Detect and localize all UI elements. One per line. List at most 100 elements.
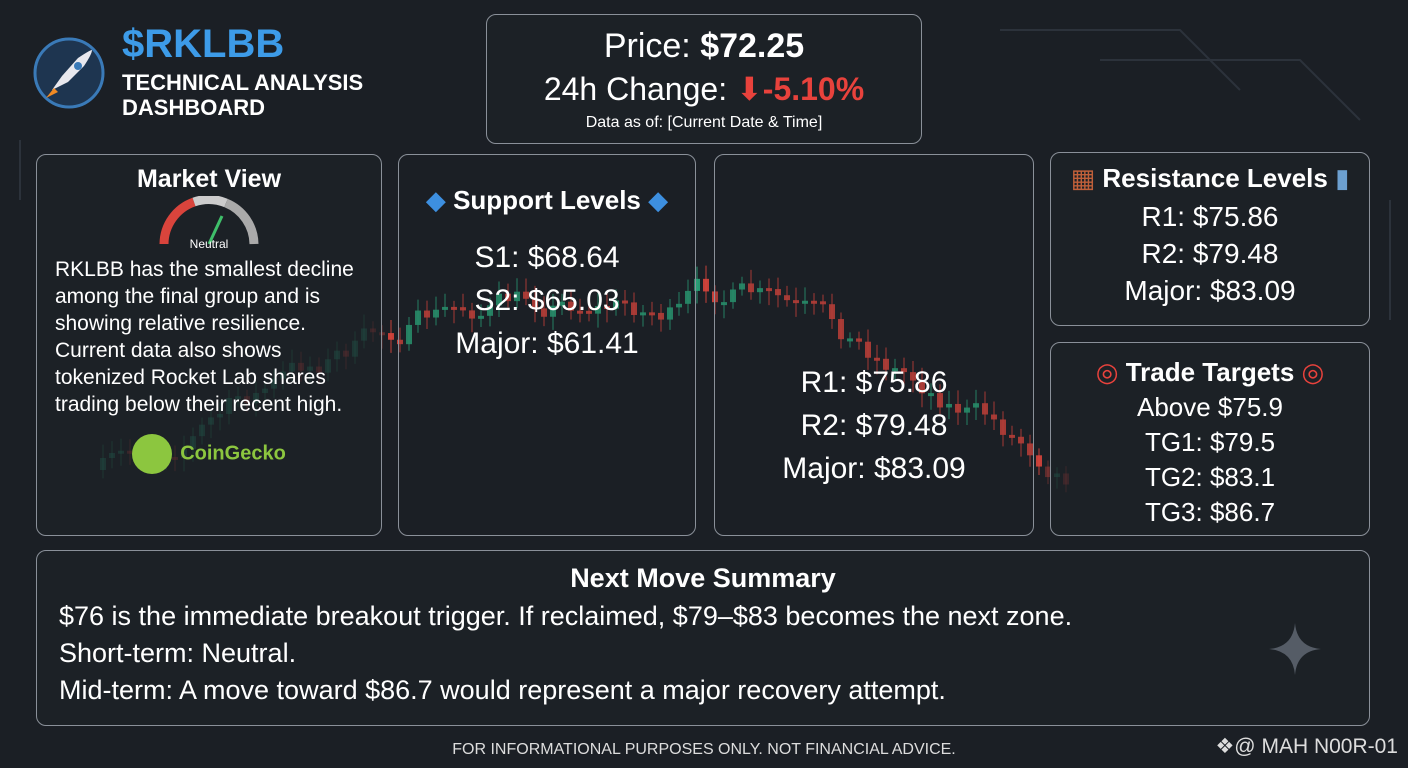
down-arrow: ⬇ [735,71,763,107]
candle-body [874,357,880,361]
candle-body [478,315,484,319]
candle-body [541,308,547,317]
candle-body [865,341,871,358]
chart-level: R1: $75.86 [800,366,948,399]
support-level: Major: $61.41 [455,327,639,360]
candle-body [505,293,511,302]
chart-panel: R1: $75.86 R2: $79.48 Major: $83.09 [714,154,1034,536]
candle-body [532,298,538,309]
target-item: Above $75.9 [1136,392,1283,422]
source: CoinGecko [37,434,381,474]
candle-body [604,305,610,309]
candle-body [757,288,763,293]
candle-body [406,324,412,345]
resistance-panel: ▦ Resistance Levels ▮ R1: $75.86 R2: $79.… [1050,152,1370,326]
candle-body [892,368,898,372]
candle-body [622,300,628,304]
resistance-level: Major: $83.09 [1124,275,1296,306]
as-of: Data as of: [Current Date & Time] [585,114,823,131]
market-text: RKLBB has the smallest decline among the… [55,258,354,416]
candle-body [721,302,727,306]
candle-body [775,289,781,296]
candle-body [973,403,979,408]
candle-body [838,319,844,340]
resistance-level: R1: $75.86 [1141,201,1279,232]
change-line: 24h Change: ⬇-5.10% [487,70,921,108]
candle-body [811,300,817,304]
resistance-level: R2: $79.48 [1141,238,1279,269]
summary-line: Mid-term: A move toward $86.7 would repr… [59,675,946,705]
candle-body [487,305,493,316]
circuit-line [1100,59,1361,121]
candle-body [631,302,637,315]
candle-body [442,306,448,310]
candle-body [1000,419,1006,435]
candle-body [433,309,439,318]
summary-line: Short-term: Neutral. [59,638,297,668]
price-value: $72.25 [700,27,805,65]
target-item: TG2: $83.1 [1144,462,1276,492]
support-list: S1: $68.64 S2: $65.03 Major: $61.41 [399,236,695,365]
wall-icon: ▦ [1070,163,1096,193]
candle-body [937,393,943,408]
target-icon: ◎ [1301,357,1325,387]
candle-body [820,301,826,305]
gauge: Neutral [159,196,259,250]
summary-panel: Next Move Summary $76 is the immediate b… [36,550,1370,726]
diamond-icon: ❖ [1215,735,1235,758]
candle-body [640,312,646,316]
candle-body [415,310,421,325]
candle-body [883,358,889,370]
support-level: S2: $65.03 [474,284,620,317]
target-icon: ◎ [1095,357,1119,387]
candle-body [901,368,907,373]
candle-body [766,288,772,292]
candle-body [991,414,997,420]
target-item: TG3: $86.7 [1144,497,1276,527]
candle-body [829,304,835,320]
candle-body [946,403,952,408]
candle-body [1036,455,1042,467]
candle-body [703,278,709,292]
candle-body [568,301,574,311]
support-level: S1: $68.64 [474,241,620,274]
rocket-logo [33,37,105,109]
candle-body [919,380,925,394]
candle-body [469,310,475,319]
candle-body [550,305,556,317]
candle-body [676,303,682,308]
panel-title: ▦ Resistance Levels ▮ [1051,163,1369,194]
market-view-panel: Market View Neutral RKLBB has the smalle… [36,154,382,536]
circuit-line [1000,29,1241,91]
resistance-title: Resistance Levels [1102,163,1328,193]
candle-body [559,301,565,306]
candle-body [982,403,988,415]
candle-body [739,283,745,290]
candle-body [613,300,619,309]
shield-icon: ◆ [425,185,446,215]
candle-body [397,339,403,345]
candle-body [730,289,736,303]
chart-level: R2: $79.48 [800,409,948,442]
ticker: $RKLBB [122,22,285,66]
targets-title: Trade Targets [1125,357,1295,387]
candle-body [712,291,718,303]
targets-panel: ◎ Trade Targets ◎ Above $75.9 TG1: $79.5 T… [1050,342,1370,536]
chart-levels: R1: $75.86 R2: $79.48 Major: $83.09 [715,361,1033,490]
change-value: -5.10% [762,71,865,107]
wall-icon: ▮ [1335,163,1350,193]
support-panel: ◆ Support Levels ◆ S1: $68.64 S2: $65.03 M… [398,154,696,536]
coingecko-logo [132,434,173,474]
candle-body [388,333,394,340]
price-panel: Price: $72.25 24h Change: ⬇-5.10% Data a… [486,14,922,144]
gauge-label: Neutral [190,237,229,250]
candle-body [847,338,853,342]
panel-title: ◎ Trade Targets ◎ [1051,357,1369,388]
candle-body [667,307,673,320]
change-label: 24h Change: [543,71,728,107]
candle-body [451,306,457,310]
target-item: TG1: $79.5 [1144,427,1276,457]
panel-title: Market View [136,165,282,193]
candle-body [460,307,466,311]
